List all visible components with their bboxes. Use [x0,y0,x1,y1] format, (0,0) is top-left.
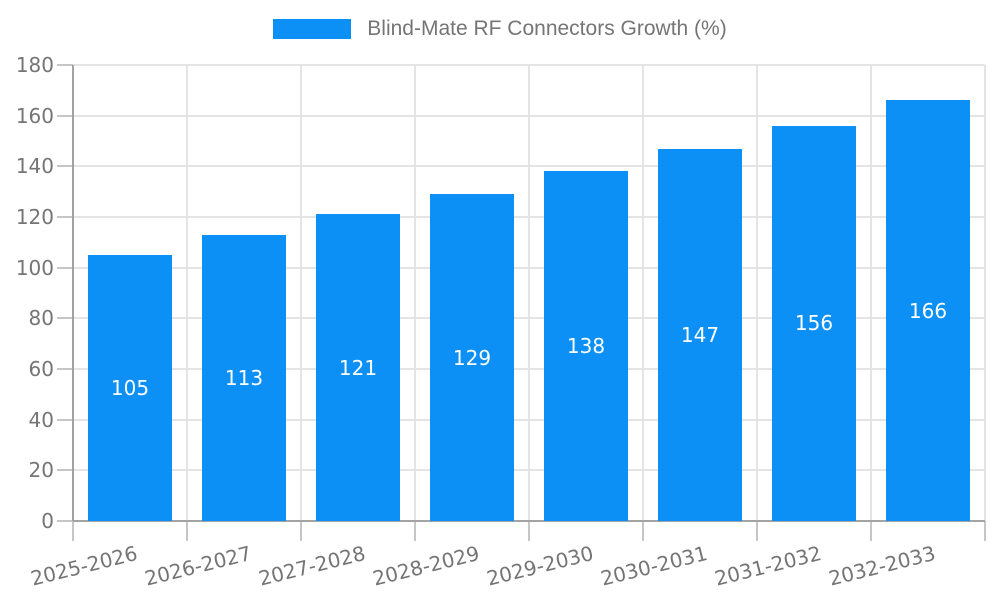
x-category-label: 2028-2029 [370,541,482,591]
bar: 138 [544,171,628,521]
bar: 105 [88,255,172,521]
bar-value-label: 147 [680,322,720,347]
y-axis-tick-label: 120 [15,205,54,229]
x-gridline [642,65,644,521]
x-gridline [870,65,872,521]
x-axis-tick [72,521,74,541]
y-axis-tick-label: 0 [41,509,54,533]
y-axis-tick [57,368,73,370]
y-axis-tick-label: 180 [15,53,54,77]
y-axis-tick [57,520,73,522]
y-axis-tick-label: 160 [15,103,54,128]
x-axis-tick [870,521,872,541]
bar-value-label: 129 [452,345,492,370]
legend-label: Blind-Mate RF Connectors Growth (%) [367,17,727,40]
y-axis-tick-label: 140 [15,154,54,179]
y-axis-tick [57,216,73,218]
x-axis-tick [528,521,530,541]
bar-value-label: 121 [338,355,378,380]
x-gridline [984,65,986,521]
bar: 121 [316,214,400,521]
x-gridline [756,65,758,521]
y-axis-tick [57,165,73,168]
x-category-label: 2026-2027 [142,541,254,591]
y-axis-tick-label: 80 [28,306,54,331]
x-gridline [528,65,530,521]
x-axis-tick [642,521,644,541]
legend: Blind-Mate RF Connectors Growth (%) [0,17,1000,41]
x-gridline [300,65,302,521]
x-axis-line [73,520,985,522]
x-axis-tick [186,521,188,541]
bar: 166 [886,100,970,521]
y-axis-tick-label: 60 [28,357,54,381]
y-axis-tick-label: 100 [15,255,54,280]
legend-swatch [273,19,352,39]
y-axis-tick [57,418,73,421]
y-axis-tick [57,317,73,320]
x-axis-tick [756,521,758,541]
bar-value-label: 156 [794,311,834,336]
x-category-label: 2030-2031 [598,541,710,591]
x-gridline [186,65,188,521]
bar: 113 [202,234,286,521]
y-axis-tick [57,64,73,66]
bar: 129 [430,194,514,521]
x-category-label: 2027-2028 [256,541,368,591]
bar-value-label: 166 [908,298,948,323]
x-category-label: 2031-2032 [712,541,824,591]
x-category-label: 2032-2033 [826,541,938,591]
x-axis-tick [984,521,986,541]
y-axis-tick-label: 20 [28,458,54,483]
x-category-label: 2025-2026 [28,541,140,591]
bar-value-label: 113 [224,365,264,390]
x-axis-tick [414,521,416,541]
bar: 147 [658,148,742,521]
y-axis-tick [57,114,73,117]
x-axis-tick [300,521,302,541]
y-axis-tick-label: 40 [28,407,54,432]
bar: 156 [772,125,856,521]
plot-area: 0 20 40 60 80 100 120 140 160 180 105 2025-2026 113 2… [16,53,986,591]
x-gridline [414,65,416,521]
y-axis-tick [57,266,73,269]
bar-value-label: 105 [110,376,150,400]
y-axis-tick [57,469,73,472]
y-axis-line [72,65,74,521]
bar-value-label: 138 [566,334,606,359]
x-category-label: 2029-2030 [484,541,596,591]
